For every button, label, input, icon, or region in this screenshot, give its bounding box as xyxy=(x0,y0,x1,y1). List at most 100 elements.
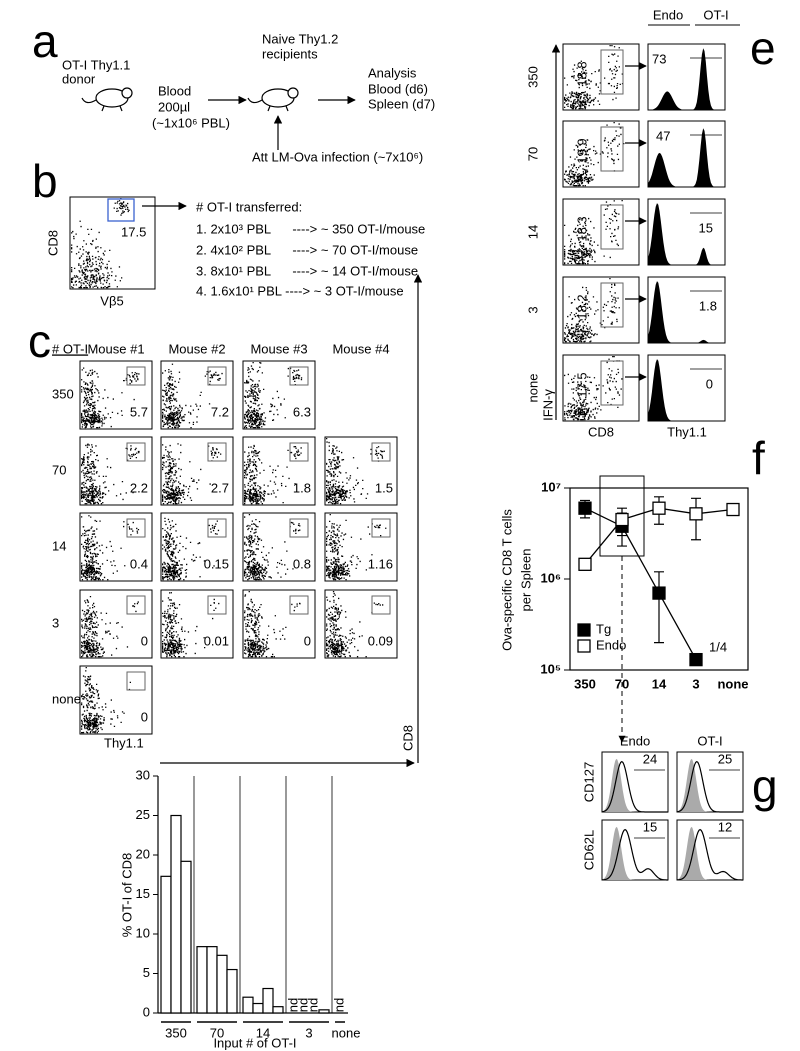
gate-value: 0.09 xyxy=(368,633,393,648)
gate xyxy=(371,518,391,538)
dots xyxy=(162,517,220,581)
dots xyxy=(564,200,623,265)
plot-frame xyxy=(242,360,316,430)
gate-value: 24 xyxy=(643,751,657,766)
histogram xyxy=(648,281,725,343)
axis-label: Thy1.1 xyxy=(104,735,144,750)
y-tick-label: 10⁵ xyxy=(540,661,561,676)
gate-value: 2.2 xyxy=(130,480,148,495)
y-tick-label: 20 xyxy=(136,846,150,861)
axis-label: CD8 xyxy=(400,725,415,751)
marker xyxy=(578,557,592,571)
gate-value: 1.16 xyxy=(368,556,393,571)
value-label: nd xyxy=(285,998,300,1012)
gate xyxy=(207,442,227,462)
gate-value: 18.8 xyxy=(574,61,589,86)
y-tick-label: 10⁷ xyxy=(541,479,561,494)
gate-value: 15 xyxy=(643,819,657,834)
row-label: CD127 xyxy=(581,762,596,802)
gate-value: 6.3 xyxy=(293,404,311,419)
gate xyxy=(126,366,146,386)
blood-label: 200µl xyxy=(158,99,190,114)
row-label: none xyxy=(525,374,540,403)
gate-value: 5.7 xyxy=(130,404,148,419)
infection-label: Att LM-Ova infection (~7x10⁶) xyxy=(252,149,423,164)
marker xyxy=(652,501,666,515)
panel-letter: e xyxy=(750,22,776,74)
x-tick-label: 350 xyxy=(165,1025,187,1040)
gate xyxy=(371,595,391,615)
histogram xyxy=(602,826,668,880)
bar xyxy=(272,1006,284,1014)
x-tick-label: 350 xyxy=(574,676,596,691)
axis-label: per Spleen xyxy=(518,549,533,612)
gate xyxy=(371,442,391,462)
gate-value: 0 xyxy=(141,633,148,648)
bar xyxy=(242,996,254,1014)
gate-value: 17.5 xyxy=(574,372,589,397)
column-header: Endo xyxy=(653,7,683,22)
panel-letter: g xyxy=(752,760,778,812)
gate-value: 0 xyxy=(141,709,148,724)
gate xyxy=(600,360,624,406)
gate-value: 7.2 xyxy=(211,404,229,419)
analysis-label: Analysis xyxy=(368,65,417,80)
histogram xyxy=(677,758,743,812)
dots xyxy=(81,443,140,505)
y-tick-label: 10⁶ xyxy=(541,570,561,585)
legend-swatch xyxy=(577,639,591,653)
legend-swatch xyxy=(577,623,591,637)
value-label: nd xyxy=(295,998,310,1012)
row-label: 14 xyxy=(525,225,540,239)
bar xyxy=(226,968,238,1014)
gate-value: 47 xyxy=(656,128,670,143)
value-label: nd xyxy=(305,998,320,1012)
panel-letter: f xyxy=(752,432,765,484)
gate xyxy=(600,282,624,328)
histogram-outline xyxy=(676,828,743,881)
panel-letter: b xyxy=(32,155,58,207)
y-tick-label: 15 xyxy=(136,886,150,901)
histogram-outline xyxy=(601,828,668,881)
axis-label: Ova-specific CD8 T cells xyxy=(499,509,514,651)
list-item: 4. 1.6x10¹ PBL ----> ~ 3 OT-I/mouse xyxy=(196,283,404,298)
row-label: 70 xyxy=(525,147,540,161)
gate-value: 12 xyxy=(718,819,732,834)
list-item: 3. 8x10¹ PBL ----> ~ 14 OT-I/mouse xyxy=(196,263,418,278)
mouse-icon xyxy=(287,87,299,99)
bar xyxy=(180,860,192,1014)
gate-value: 0 xyxy=(304,633,311,648)
analysis-label: Blood (d6) xyxy=(368,81,428,96)
gate-value: 18.3 xyxy=(574,216,589,241)
legend-label: Tg xyxy=(596,621,611,636)
dots xyxy=(564,122,625,187)
y-tick-label: 0 xyxy=(143,1004,150,1019)
dots xyxy=(244,444,302,505)
histogram xyxy=(602,758,668,812)
row-label: 3 xyxy=(525,306,540,313)
gate xyxy=(126,442,146,462)
recipients-label: recipients xyxy=(262,46,318,61)
x-tick-label: none xyxy=(332,1025,361,1040)
marker xyxy=(689,652,703,667)
annotation: 1/4 xyxy=(709,639,727,654)
gate xyxy=(600,49,624,95)
x-tick-label: 14 xyxy=(652,676,667,691)
axis-label: CD8 xyxy=(45,230,60,256)
marker xyxy=(726,502,740,517)
gate xyxy=(126,595,146,615)
dots xyxy=(564,278,620,343)
error-bar xyxy=(654,571,664,644)
gate-value: 25 xyxy=(718,751,732,766)
mouse-icon xyxy=(247,97,263,104)
value-label: nd xyxy=(331,998,346,1012)
gate-value: 1.8 xyxy=(699,298,717,313)
marker xyxy=(689,507,703,521)
histogram-outline xyxy=(676,760,743,813)
panel-letter: c xyxy=(28,315,51,367)
gate-value: 0.01 xyxy=(204,633,229,648)
mouse-icon xyxy=(267,105,289,112)
gate-value: 1.5 xyxy=(375,480,393,495)
blood-label: (~1x10⁶ PBL) xyxy=(152,115,230,130)
